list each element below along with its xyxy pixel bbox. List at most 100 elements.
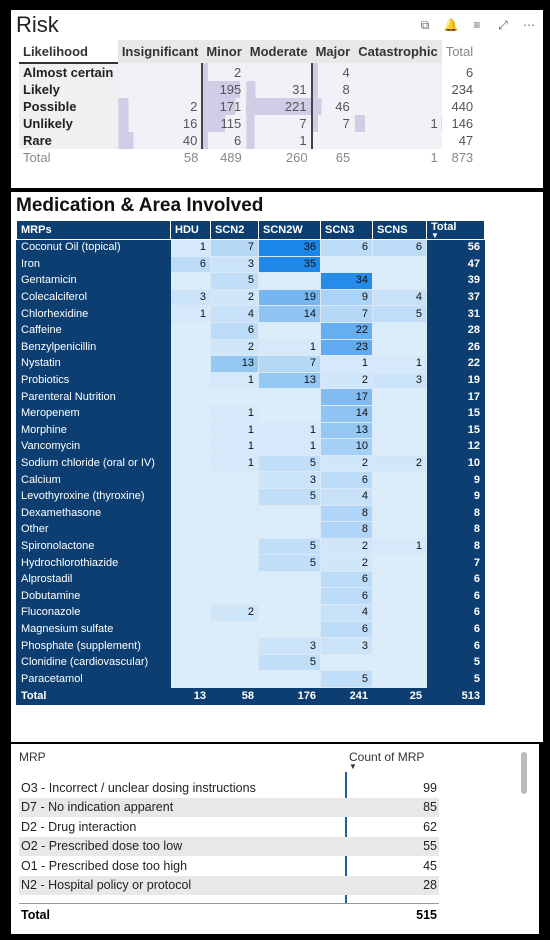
med-cell [210,471,259,489]
med-cell: 5 [372,305,427,323]
mrp-row[interactable]: D2 - Drug interaction 62 [19,817,439,837]
med-cell [372,637,427,655]
med-total-cell: 13 [170,687,211,706]
med-cell: 5 [320,670,373,689]
mrp-row[interactable]: O3 - Incorrect / unclear dosing instruct… [19,778,439,798]
med-cell: 1 [170,239,211,257]
med-cell [210,554,259,572]
risk-column-header[interactable]: Moderate [245,40,312,63]
risk-column-header[interactable]: Major [311,40,355,63]
med-row-total: 8 [426,537,485,556]
risk-cell: 7 [310,115,355,132]
med-column-header[interactable]: SCN2 [210,220,259,240]
mrp-column-header[interactable]: MRP [19,750,46,764]
vertical-scrollbar[interactable] [521,752,527,794]
med-row: Fluconazole 2 4 6 [16,604,485,622]
mrp-row[interactable]: O1 - Prescribed dose too high 45 [19,856,439,876]
risk-cell: 221 [245,98,312,115]
med-row: Alprostadil 6 6 [16,570,485,589]
med-cell: 3 [258,637,321,655]
count-column-label: Count of MRP [349,750,425,764]
risk-row-label: Almost certain [19,63,118,81]
med-cell: 17 [320,388,373,406]
filter-icon[interactable]: ≡ [473,18,481,32]
med-cell: 3 [210,255,259,274]
risk-cell: 1 [430,150,438,165]
risk-cell [117,81,203,98]
med-cell: 1 [210,438,259,456]
mrp-rows: O3 - Incorrect / unclear dosing instruct… [19,778,439,895]
count-column-header[interactable]: Count of MRP ▼ [349,750,439,772]
risk-column-header[interactable]: Total [441,40,478,63]
med-total-cell: 25 [372,687,427,706]
risk-matrix-visual: Risk ⧉ 🔔 ≡ ⤢ ⋯ Likelihood Insignificant Minor M… [11,10,543,188]
med-cell: 4 [210,305,259,323]
med-row: Clonidine (cardiovascular) 5 5 [16,653,485,672]
risk-total-row: Total 58 489 260 65 1 873 [19,149,477,166]
med-cell: 8 [320,521,373,539]
med-name: Other [16,521,171,539]
med-cell: 2 [320,537,373,556]
med-row-total: 37 [426,288,485,307]
med-cell [170,454,211,473]
med-cell [210,670,259,689]
mrp-label: D7 - No indication apparent [21,800,174,815]
mrp-row[interactable]: O2 - Prescribed dose too low 55 [19,836,439,856]
med-cell [372,620,427,639]
med-name: Iron [16,255,171,274]
med-row: Benzylpenicillin 2 1 23 26 [16,338,485,357]
risk-cell [245,63,312,81]
med-cell: 1 [210,454,259,473]
risk-cell: 58 [183,150,199,165]
mrp-count: 45 [423,858,437,873]
more-icon[interactable]: ⋯ [523,18,535,32]
med-column-header[interactable]: SCN3 [320,220,373,240]
med-row: Caffeine 6 22 28 [16,321,485,340]
med-row-total: 6 [426,620,485,639]
copy-icon[interactable]: ⧉ [420,18,430,32]
med-cell [170,554,211,572]
med-cell [170,487,211,506]
risk-column-header[interactable]: Insignificant [117,40,203,63]
med-row: Spironolactone 5 2 1 8 [16,537,485,556]
med-cell [258,670,321,689]
med-name: Probiotics [16,371,171,390]
med-grand-total: 513 [426,687,485,706]
med-cell: 2 [320,454,373,473]
med-column-header[interactable]: SCN2W [258,220,321,240]
med-column-label: SCN2W [263,224,303,236]
risk-column-header[interactable]: Catastrophic [354,40,442,63]
expand-icon[interactable]: ⤢ [498,18,508,32]
med-column-header[interactable]: Total ▼ [426,220,485,240]
med-cell: 7 [258,355,321,373]
med-cell: 1 [210,404,259,423]
med-name: Calcium [16,471,171,489]
med-column-header[interactable]: SCNS [372,220,427,240]
med-column-header[interactable]: MRPs [16,220,171,240]
risk-cell: 6 [465,64,474,80]
med-cell [372,388,427,406]
visual-header-icons: ⧉ 🔔 ≡ ⤢ ⋯ [417,18,537,33]
risk-column-header[interactable]: Minor [202,40,246,63]
mrp-row[interactable]: N2 - Hospital policy or protocol 28 [19,875,439,895]
med-cell: 5 [258,454,321,473]
med-cell [372,653,427,672]
med-cell: 4 [320,604,373,622]
risk-row-label: Possible [19,98,118,115]
mrp-row[interactable]: D7 - No indication apparent 85 [19,797,439,817]
mrp-total-label: Total [21,908,50,922]
risk-cell: 2 [117,98,203,115]
med-column-label: HDU [175,224,199,236]
med-total-cell: 176 [258,687,321,706]
med-cell: 22 [320,321,373,340]
med-cell [258,321,321,340]
med-cell [372,570,427,589]
med-row: Dobutamine 6 6 [16,587,485,606]
med-cell [372,404,427,423]
med-cell [210,637,259,655]
mrp-label: N2 - Hospital policy or protocol [21,878,192,893]
bell-icon[interactable]: 🔔 [443,18,459,32]
med-column-header[interactable]: HDU [170,220,211,240]
risk-cell: 195 [201,81,246,98]
med-name: Meropenem [16,404,171,423]
